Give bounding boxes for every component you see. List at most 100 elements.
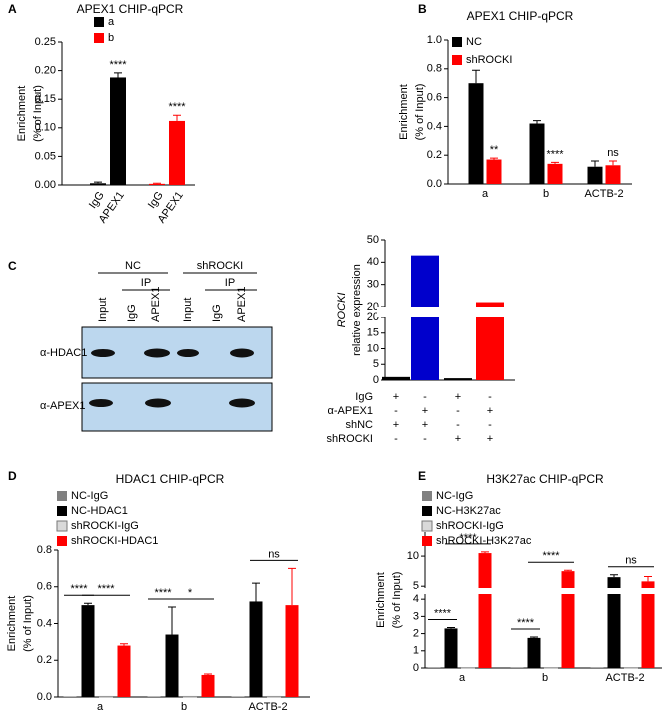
- panel-letter: D: [8, 469, 17, 483]
- condition-mark: +: [455, 433, 461, 445]
- legend-label: NC: [466, 36, 482, 48]
- y-tick-label: 20: [367, 311, 379, 323]
- condition-mark: +: [487, 433, 493, 445]
- legend-swatch: [422, 491, 432, 501]
- chart-title: H3K27ac CHIP-qPCR: [486, 472, 604, 486]
- y-tick-label: 0.0: [37, 691, 52, 703]
- error-bar: [168, 606, 176, 635]
- y-tick-label: 3: [413, 610, 419, 622]
- condition-mark: -: [456, 405, 460, 417]
- error-bar: [644, 576, 652, 582]
- condition-mark: +: [393, 391, 399, 403]
- x-tick-label: b: [181, 701, 187, 712]
- y-tick-label: 2: [413, 627, 419, 639]
- y-tick-label: 1: [413, 645, 419, 657]
- group-label: shROCKI: [197, 260, 243, 272]
- error-bar: [610, 574, 618, 578]
- bar: [486, 159, 502, 184]
- y-tick-label: 0.2: [37, 654, 52, 666]
- error-bar: [551, 161, 559, 164]
- lane-label: Input: [182, 298, 194, 322]
- bar: [285, 605, 299, 697]
- bar: [444, 628, 458, 668]
- chart-title: APEX1 CHIP-qPCR: [77, 2, 184, 16]
- y-tick-label: 0.10: [35, 122, 56, 134]
- band: [89, 399, 113, 407]
- error-bar: [564, 569, 572, 572]
- y-axis-label: Enrichment: [6, 596, 18, 652]
- legend-label: b: [108, 32, 114, 44]
- y-axis-label: (% of Input): [22, 595, 34, 652]
- band: [91, 349, 115, 357]
- legend-swatch: [422, 536, 432, 546]
- lane-label: APEX1: [236, 287, 248, 322]
- lane-label: APEX1: [150, 287, 162, 322]
- y-tick-label: 4: [413, 593, 419, 605]
- panel-letter: E: [418, 469, 426, 483]
- significance-label: ****: [434, 607, 452, 619]
- legend-label: shROCKI-HDAC1: [71, 535, 158, 547]
- condition-mark: -: [488, 419, 492, 431]
- condition-mark: -: [423, 433, 427, 445]
- condition-mark: +: [422, 405, 428, 417]
- y-tick-label: 0.00: [35, 179, 56, 191]
- legend-label: a: [108, 16, 115, 28]
- error-bar: [609, 160, 617, 166]
- legend-label: NC-IgG: [71, 490, 108, 502]
- error-bar: [94, 181, 102, 184]
- error-bar: [252, 582, 260, 602]
- bar: [165, 634, 179, 697]
- y-axis-label: (% of Input): [32, 85, 44, 142]
- band: [144, 348, 170, 358]
- condition-mark: +: [487, 405, 493, 417]
- legend-swatch: [56, 520, 68, 532]
- y-tick-label: 20: [367, 301, 379, 313]
- bar: [147, 696, 161, 697]
- legend-label: NC-HDAC1: [71, 505, 128, 517]
- y-tick-label: 0.20: [35, 65, 56, 77]
- error-bar: [114, 72, 122, 78]
- lane-label: IgG: [126, 304, 138, 322]
- significance-label: ****: [517, 617, 535, 629]
- y-tick-label: 15: [367, 327, 379, 339]
- lane-label: IgG: [211, 304, 223, 322]
- legend-swatch: [57, 491, 67, 501]
- legend-label: shROCKI-H3K27ac: [436, 535, 532, 547]
- condition-mark: +: [393, 419, 399, 431]
- y-tick-label: 0.6: [427, 92, 442, 104]
- y-tick-label: 1.0: [427, 34, 442, 46]
- y-tick-label: 10: [367, 342, 379, 354]
- ip-label: IP: [225, 277, 235, 289]
- error-bar: [173, 114, 181, 121]
- y-axis-label: Enrichment: [16, 86, 28, 142]
- y-tick-label: 50: [367, 234, 379, 246]
- significance-label: ns: [268, 548, 280, 560]
- legend-swatch: [452, 55, 462, 65]
- legend-swatch: [421, 520, 433, 532]
- legend-swatch: [57, 536, 67, 546]
- y-tick-label: 0.0: [427, 178, 442, 190]
- y-tick-label: 0.15: [35, 93, 56, 105]
- significance-label: ****: [70, 583, 88, 595]
- row-label: α-HDAC1: [40, 347, 87, 359]
- x-tick-label: a: [482, 188, 489, 200]
- bar: [605, 165, 621, 184]
- y-tick-label: 10: [407, 550, 419, 562]
- band: [229, 398, 255, 408]
- condition-mark: +: [422, 419, 428, 431]
- y-tick-label: 0.8: [37, 544, 52, 556]
- error-bar: [530, 636, 538, 638]
- legend-swatch: [452, 37, 462, 47]
- x-tick-label: ACTB-2: [584, 188, 623, 200]
- condition-label: shROCKI: [327, 433, 373, 445]
- x-tick-label: b: [543, 188, 549, 200]
- x-tick-label: b: [542, 672, 548, 684]
- band: [230, 348, 254, 358]
- condition-mark: -: [394, 433, 398, 445]
- bar: [641, 581, 655, 668]
- condition-label: IgG: [355, 391, 373, 403]
- y-tick-label: 0.2: [427, 149, 442, 161]
- significance-label: ****: [109, 59, 127, 71]
- y-tick-label: 0: [373, 374, 379, 386]
- bar: [382, 376, 410, 380]
